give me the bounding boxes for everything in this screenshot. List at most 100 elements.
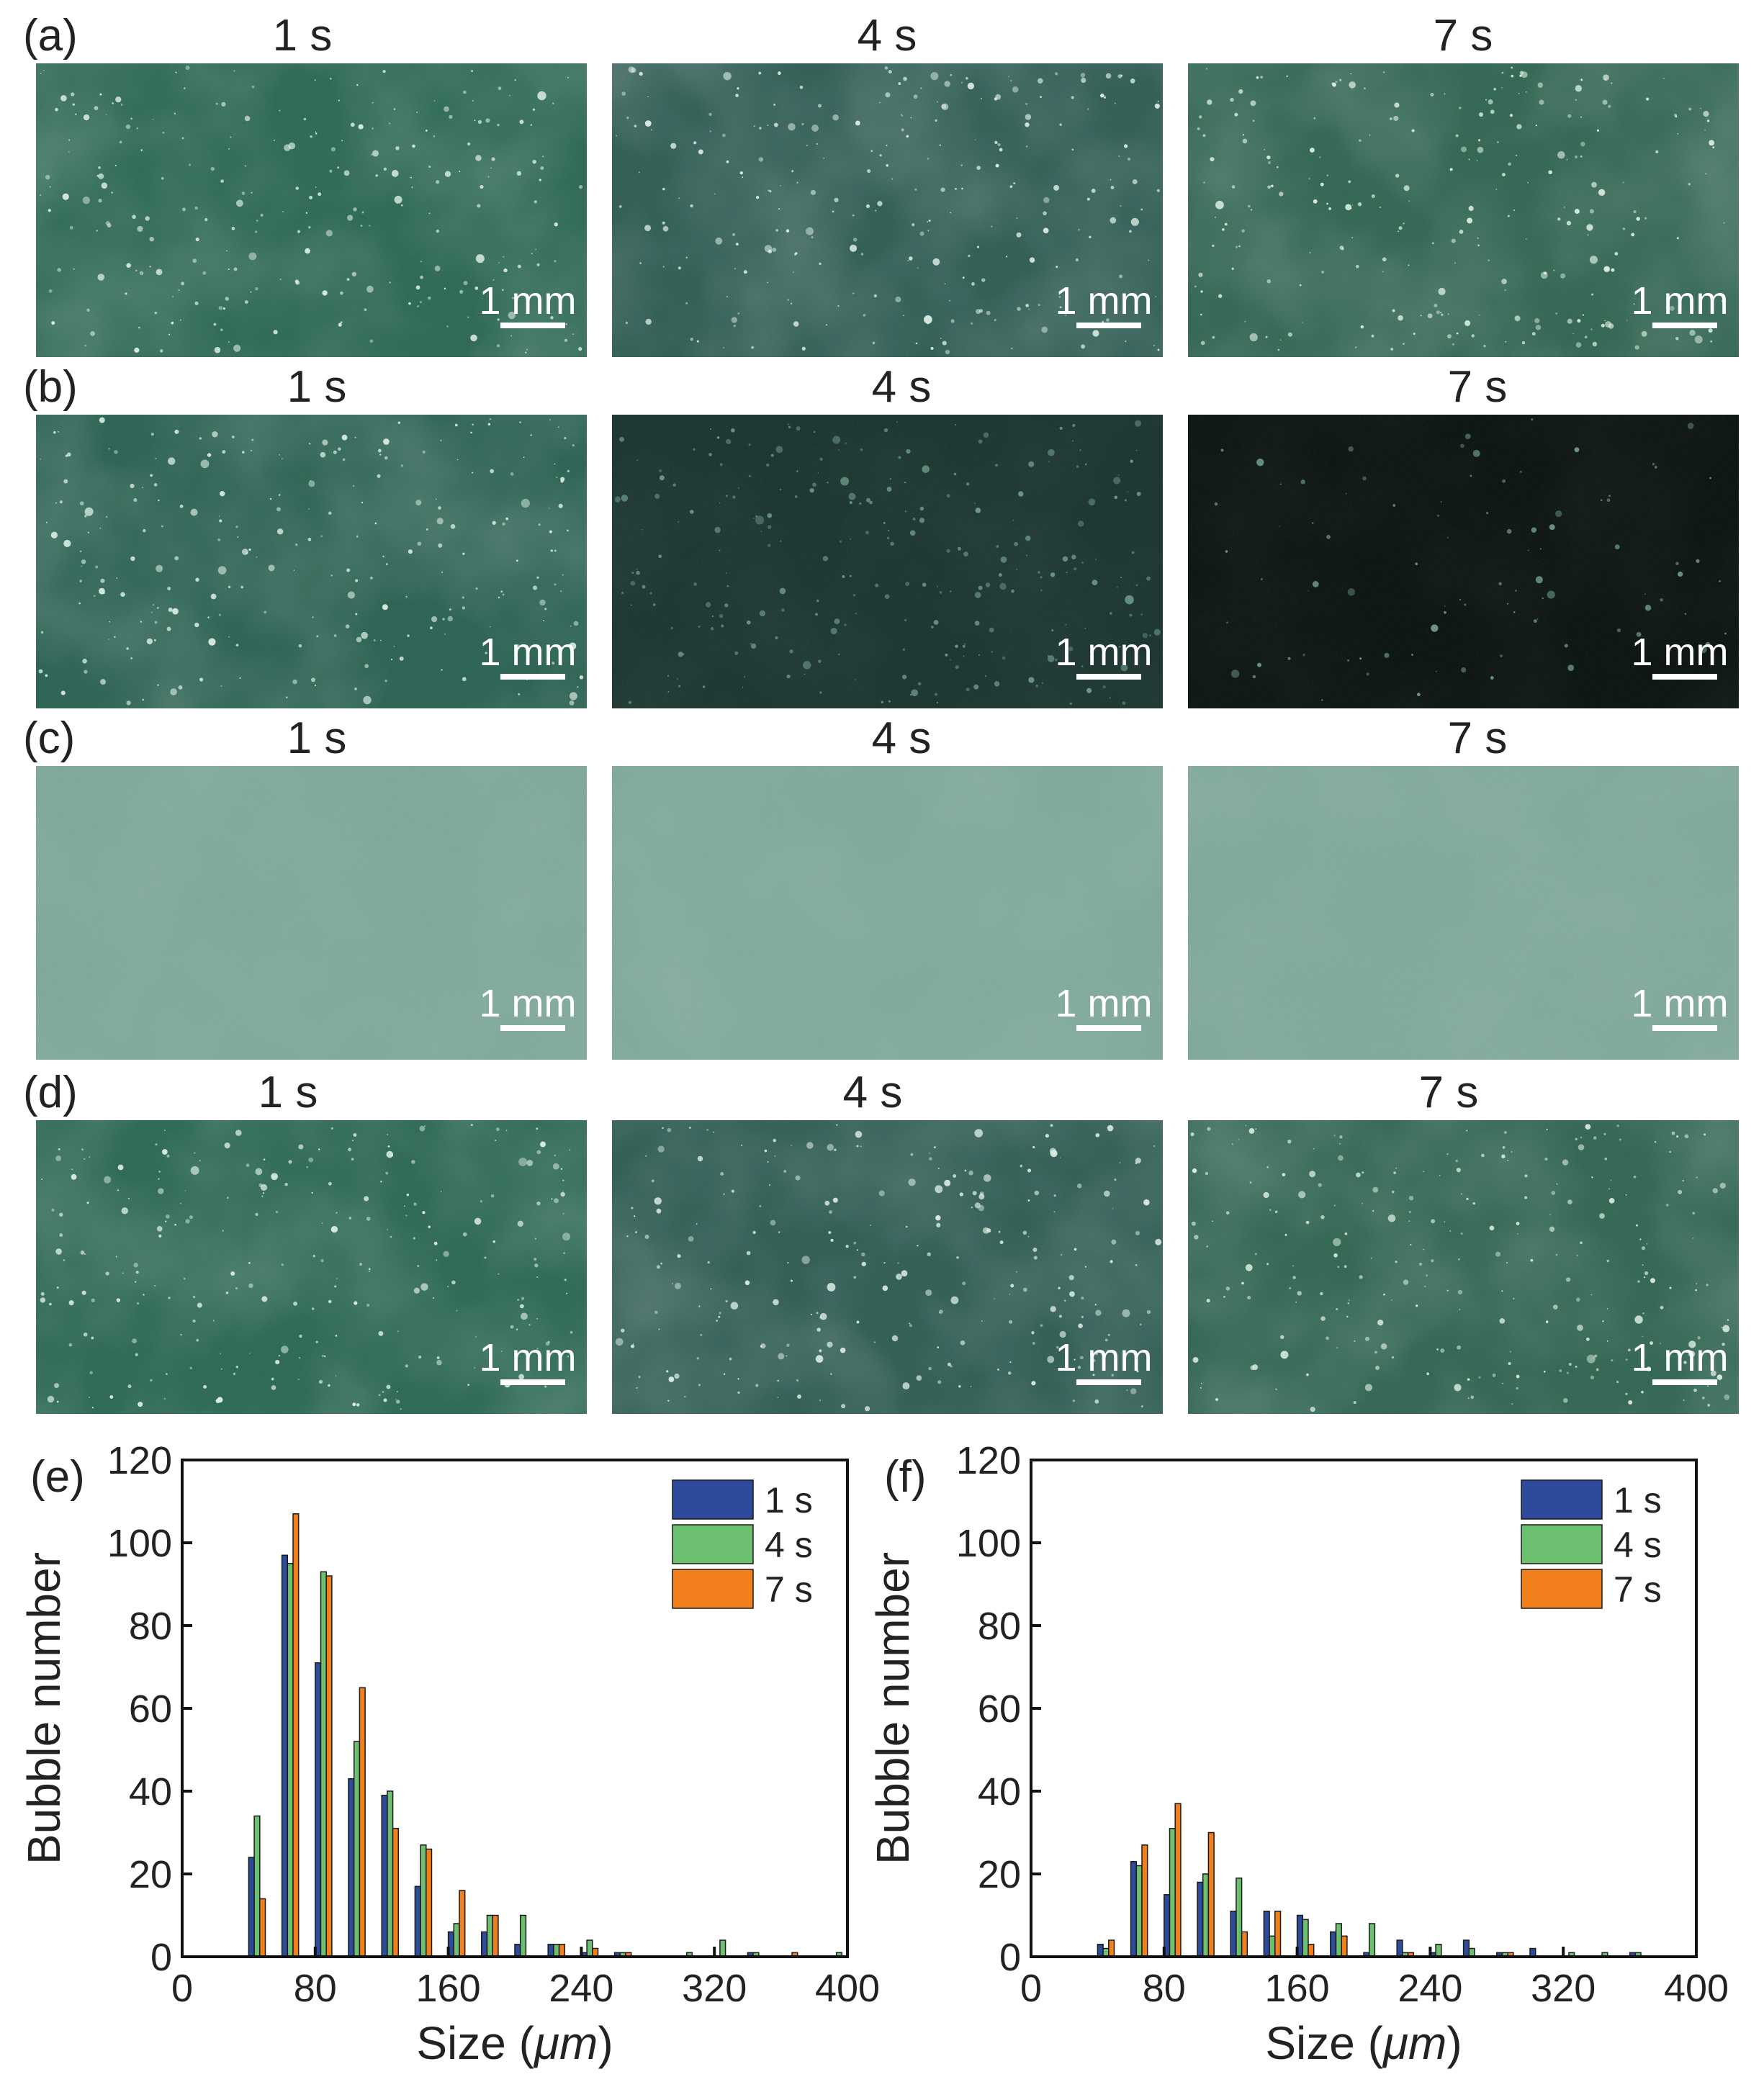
scale-bar-label-b-1: 1 mm [480,631,577,674]
bar-e-7s-105 [359,1687,366,1957]
micrograph-d-2 [612,1120,1163,1414]
bar-f-4s-125 [1236,1878,1243,1957]
micrograph-a-2 [612,63,1163,357]
micrograph-c-1 [36,766,587,1060]
bar-f-1s-125 [1230,1911,1237,1957]
bar-e-4s-125 [387,1790,394,1957]
time-label-b-2: 4 s [872,362,932,412]
legend-swatch-e-4s [672,1524,754,1564]
y-tick-label-e-80: 80 [129,1605,172,1648]
y-tick-label-f-80: 80 [978,1605,1021,1648]
scale-bar-a-3 [1652,323,1717,328]
y-tick-label-f-0: 0 [999,1936,1021,1979]
bar-e-7s-185 [492,1914,499,1957]
bar-f-1s-185 [1330,1931,1337,1957]
bar-f-1s-145 [1263,1911,1270,1957]
y-tick-label-e-100: 100 [107,1522,172,1565]
scale-bar-label-a-2: 1 mm [1056,279,1153,323]
bar-e-1s-65 [281,1554,289,1957]
bar-f-1s-105 [1197,1881,1204,1957]
bar-e-4s-245 [586,1939,593,1957]
x-tick-label-e-0: 0 [171,1967,193,2010]
time-label-b-1: 1 s [287,362,347,412]
bar-e-4s-45 [253,1815,261,1957]
bar-f-7s-105 [1207,1831,1215,1957]
y-tick-label-e-60: 60 [129,1687,172,1731]
time-label-a-3: 7 s [1434,11,1493,60]
y-axis-label-e: Bubble number [18,1552,70,1865]
bar-f-7s-165 [1308,1944,1315,1957]
bar-e-4s-65 [287,1563,294,1957]
y-tick-label-e-20: 20 [129,1853,172,1896]
scale-bar-a-2 [1076,323,1141,328]
y-tick-label-f-60: 60 [978,1687,1021,1731]
scale-bar-d-1 [500,1379,565,1385]
bar-e-1s-45 [248,1857,255,1957]
legend-swatch-e-1s [672,1479,754,1520]
legend-label-f-1s: 1 s [1614,1480,1662,1520]
time-label-d-1: 1 s [258,1068,318,1117]
legend-label-e-7s: 7 s [765,1569,813,1610]
bar-f-4s-205 [1368,1923,1376,1957]
time-label-d-3: 7 s [1419,1068,1479,1117]
x-axis-label-e: Size (μm) [416,2017,613,2069]
bar-f-4s-85 [1169,1828,1176,1957]
bar-f-4s-65 [1135,1865,1143,1957]
bar-e-4s-225 [553,1944,560,1957]
panel-label-c: (c) [23,713,75,763]
micrograph-a-1 [36,63,587,357]
bar-e-1s-145 [414,1885,421,1957]
histogram-e: 0 80 160 240 320 400 0 20 40 60 80 100 120 (e) Size (μ… [18,1439,880,2069]
scale-bar-label-d-3: 1 mm [1632,1336,1729,1379]
micrograph-d-1 [36,1120,587,1414]
bar-e-7s-165 [459,1890,466,1957]
time-label-c-2: 4 s [872,713,932,763]
bar-e-4s-145 [420,1844,427,1957]
bar-e-1s-225 [547,1944,554,1957]
y-tick-label-e-120: 120 [107,1439,172,1482]
y-tick-label-e-40: 40 [129,1770,172,1813]
scale-bar-label-d-2: 1 mm [1056,1336,1153,1379]
bar-f-7s-65 [1141,1844,1148,1957]
scale-bar-label-b-2: 1 mm [1056,631,1153,674]
panel-label-e: (e) [30,1452,85,1502]
scale-bar-label-c-2: 1 mm [1056,982,1153,1025]
y-tick-label-f-100: 100 [956,1522,1021,1565]
scale-bar-d-2 [1076,1379,1141,1385]
bar-e-4s-205 [519,1914,527,1957]
x-tick-label-f-240: 240 [1398,1967,1462,2010]
scale-bar-label-d-1: 1 mm [480,1336,577,1379]
scale-bar-c-2 [1076,1025,1141,1031]
micrograph-b-3 [1188,415,1739,708]
micrograph-d-3 [1188,1120,1739,1414]
bar-f-4s-245 [1435,1944,1442,1957]
x-tick-label-e-160: 160 [416,1967,481,2010]
y-tick-label-f-20: 20 [978,1853,1021,1896]
scale-bar-c-1 [500,1025,565,1031]
y-tick-label-e-0: 0 [150,1936,172,1979]
bar-e-7s-225 [558,1944,566,1957]
panel-label-a: (a) [23,11,78,60]
bar-f-1s-65 [1130,1861,1138,1957]
x-tick-label-e-80: 80 [294,1967,337,2010]
legend-swatch-e-7s [672,1569,754,1609]
scale-bar-label-b-3: 1 mm [1632,631,1729,674]
x-tick-label-f-80: 80 [1143,1967,1186,2010]
time-label-d-2: 4 s [843,1068,903,1117]
x-tick-label-e-320: 320 [682,1967,747,2010]
scale-bar-a-1 [500,323,565,328]
bar-f-1s-265 [1462,1939,1470,1957]
scale-bar-b-1 [500,674,565,680]
x-tick-label-f-0: 0 [1020,1967,1042,2010]
scale-bar-c-3 [1652,1025,1717,1031]
scale-bar-b-3 [1652,674,1717,680]
bar-e-1s-85 [315,1662,322,1957]
bar-e-1s-205 [514,1944,521,1957]
y-axis-label-f: Bubble number [867,1552,919,1865]
scale-bar-b-2 [1076,674,1141,680]
bar-f-4s-105 [1202,1873,1210,1957]
panel-label-d: (d) [23,1068,78,1117]
bar-f-7s-185 [1341,1935,1348,1957]
legend-swatch-f-4s [1521,1524,1603,1564]
